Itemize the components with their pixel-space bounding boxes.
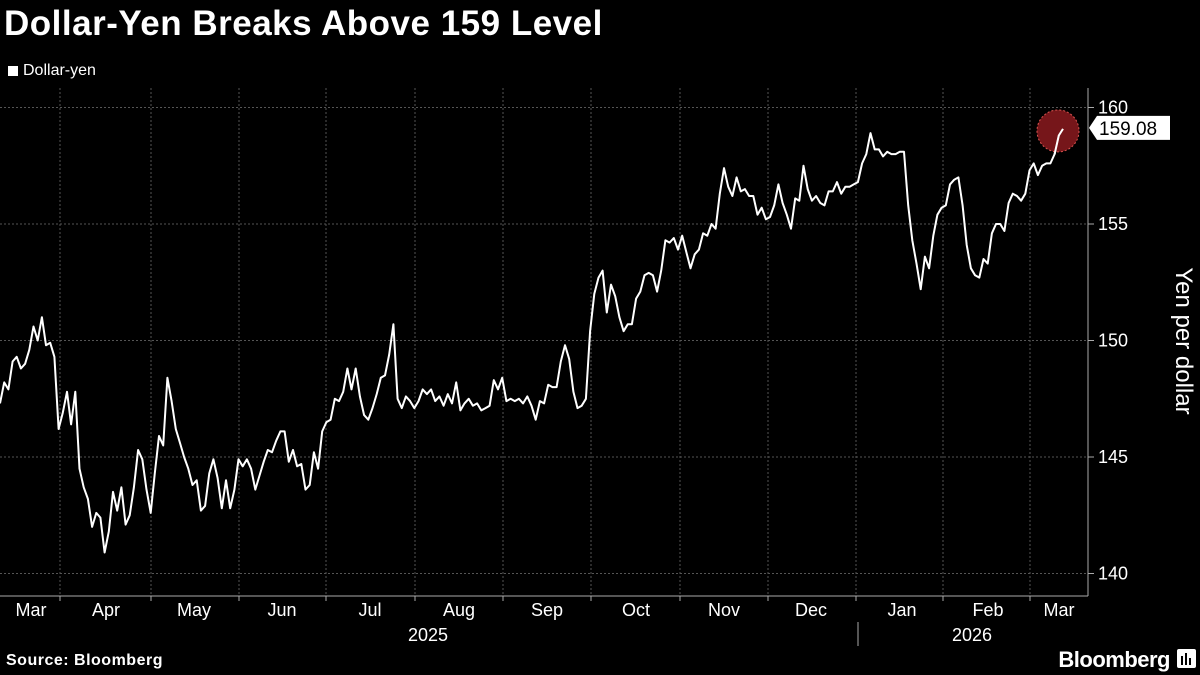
last-value-callout [1089,115,1170,140]
legend-label: Dollar-yen [23,62,96,79]
x-tick-label: Nov [708,600,740,620]
y-tick-label: 140 [1098,564,1128,584]
chart-title: Dollar-Yen Breaks Above 159 Level [4,4,603,43]
last-value-label: 159.08 [1099,119,1157,140]
x-tick-label: Aug [443,600,475,620]
x-tick-label: Sep [531,600,563,620]
x-year-label: 2026 [952,625,992,645]
bloomberg-icon [1177,649,1196,668]
y-tick-label: 160 [1098,98,1128,118]
y-tick-label: 145 [1098,447,1128,467]
x-tick-label: Feb [972,600,1003,620]
series-line-dollar-yen [0,128,1064,554]
x-tick-label: Oct [622,600,650,620]
source-note: Source: Bloomberg [6,652,163,669]
x-tick-label: Mar [16,600,47,620]
series-line-tail [1053,128,1064,155]
legend: Dollar-yen [8,62,96,80]
x-tick-label: Jun [267,600,296,620]
x-year-label: 2025 [408,625,448,645]
x-tick-label: May [177,600,211,620]
x-tick-label: Jul [358,600,381,620]
bloomberg-logo: Bloomberg [1058,647,1170,672]
y-axis-label: Yen per dollar [1170,267,1197,414]
x-tick-label: Apr [92,600,120,620]
last-point-highlight [1036,109,1080,153]
legend-swatch [8,66,18,76]
x-tick-label: Jan [887,600,916,620]
y-tick-label: 150 [1098,331,1128,351]
x-tick-label: Dec [795,600,827,620]
x-tick-label: Mar [1044,600,1075,620]
y-tick-label: 155 [1098,214,1128,234]
